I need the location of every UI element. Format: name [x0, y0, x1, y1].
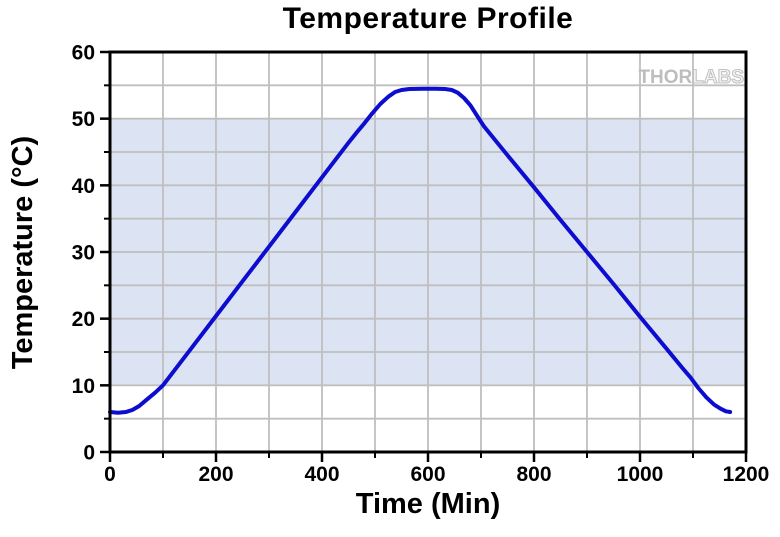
x-tick-label: 400	[304, 463, 339, 486]
thorlabs-watermark: THORLABS	[638, 67, 745, 88]
y-tick-label: 40	[72, 175, 95, 198]
y-tick-label: 10	[72, 375, 95, 398]
chart-title: Temperature Profile	[282, 2, 574, 35]
temperature-curve	[108, 86, 733, 415]
y-tick-label: 60	[72, 42, 95, 65]
x-tick-label: 200	[198, 463, 233, 486]
plot-frame	[108, 50, 748, 454]
x-axis-title: Time (Min)	[355, 488, 501, 520]
y-tick-label: 30	[72, 242, 95, 265]
y-tick-label: 0	[83, 442, 95, 465]
y-tick-label: 20	[72, 308, 95, 331]
thorlabs-watermark-thor: THOR	[638, 67, 693, 88]
x-tick-label: 0	[104, 463, 116, 486]
x-tick-label: 800	[516, 463, 551, 486]
x-tick-label: 600	[410, 463, 445, 486]
thorlabs-watermark-labs: LABS	[692, 67, 745, 88]
y-axis-title: Temperature (°C)	[7, 135, 40, 369]
y-tick-label: 50	[72, 108, 95, 131]
x-tick-label: 1000	[617, 463, 664, 486]
x-tick-label: 1200	[723, 463, 770, 486]
y-axis-title-wrap: Temperature (°C)	[0, 52, 48, 452]
